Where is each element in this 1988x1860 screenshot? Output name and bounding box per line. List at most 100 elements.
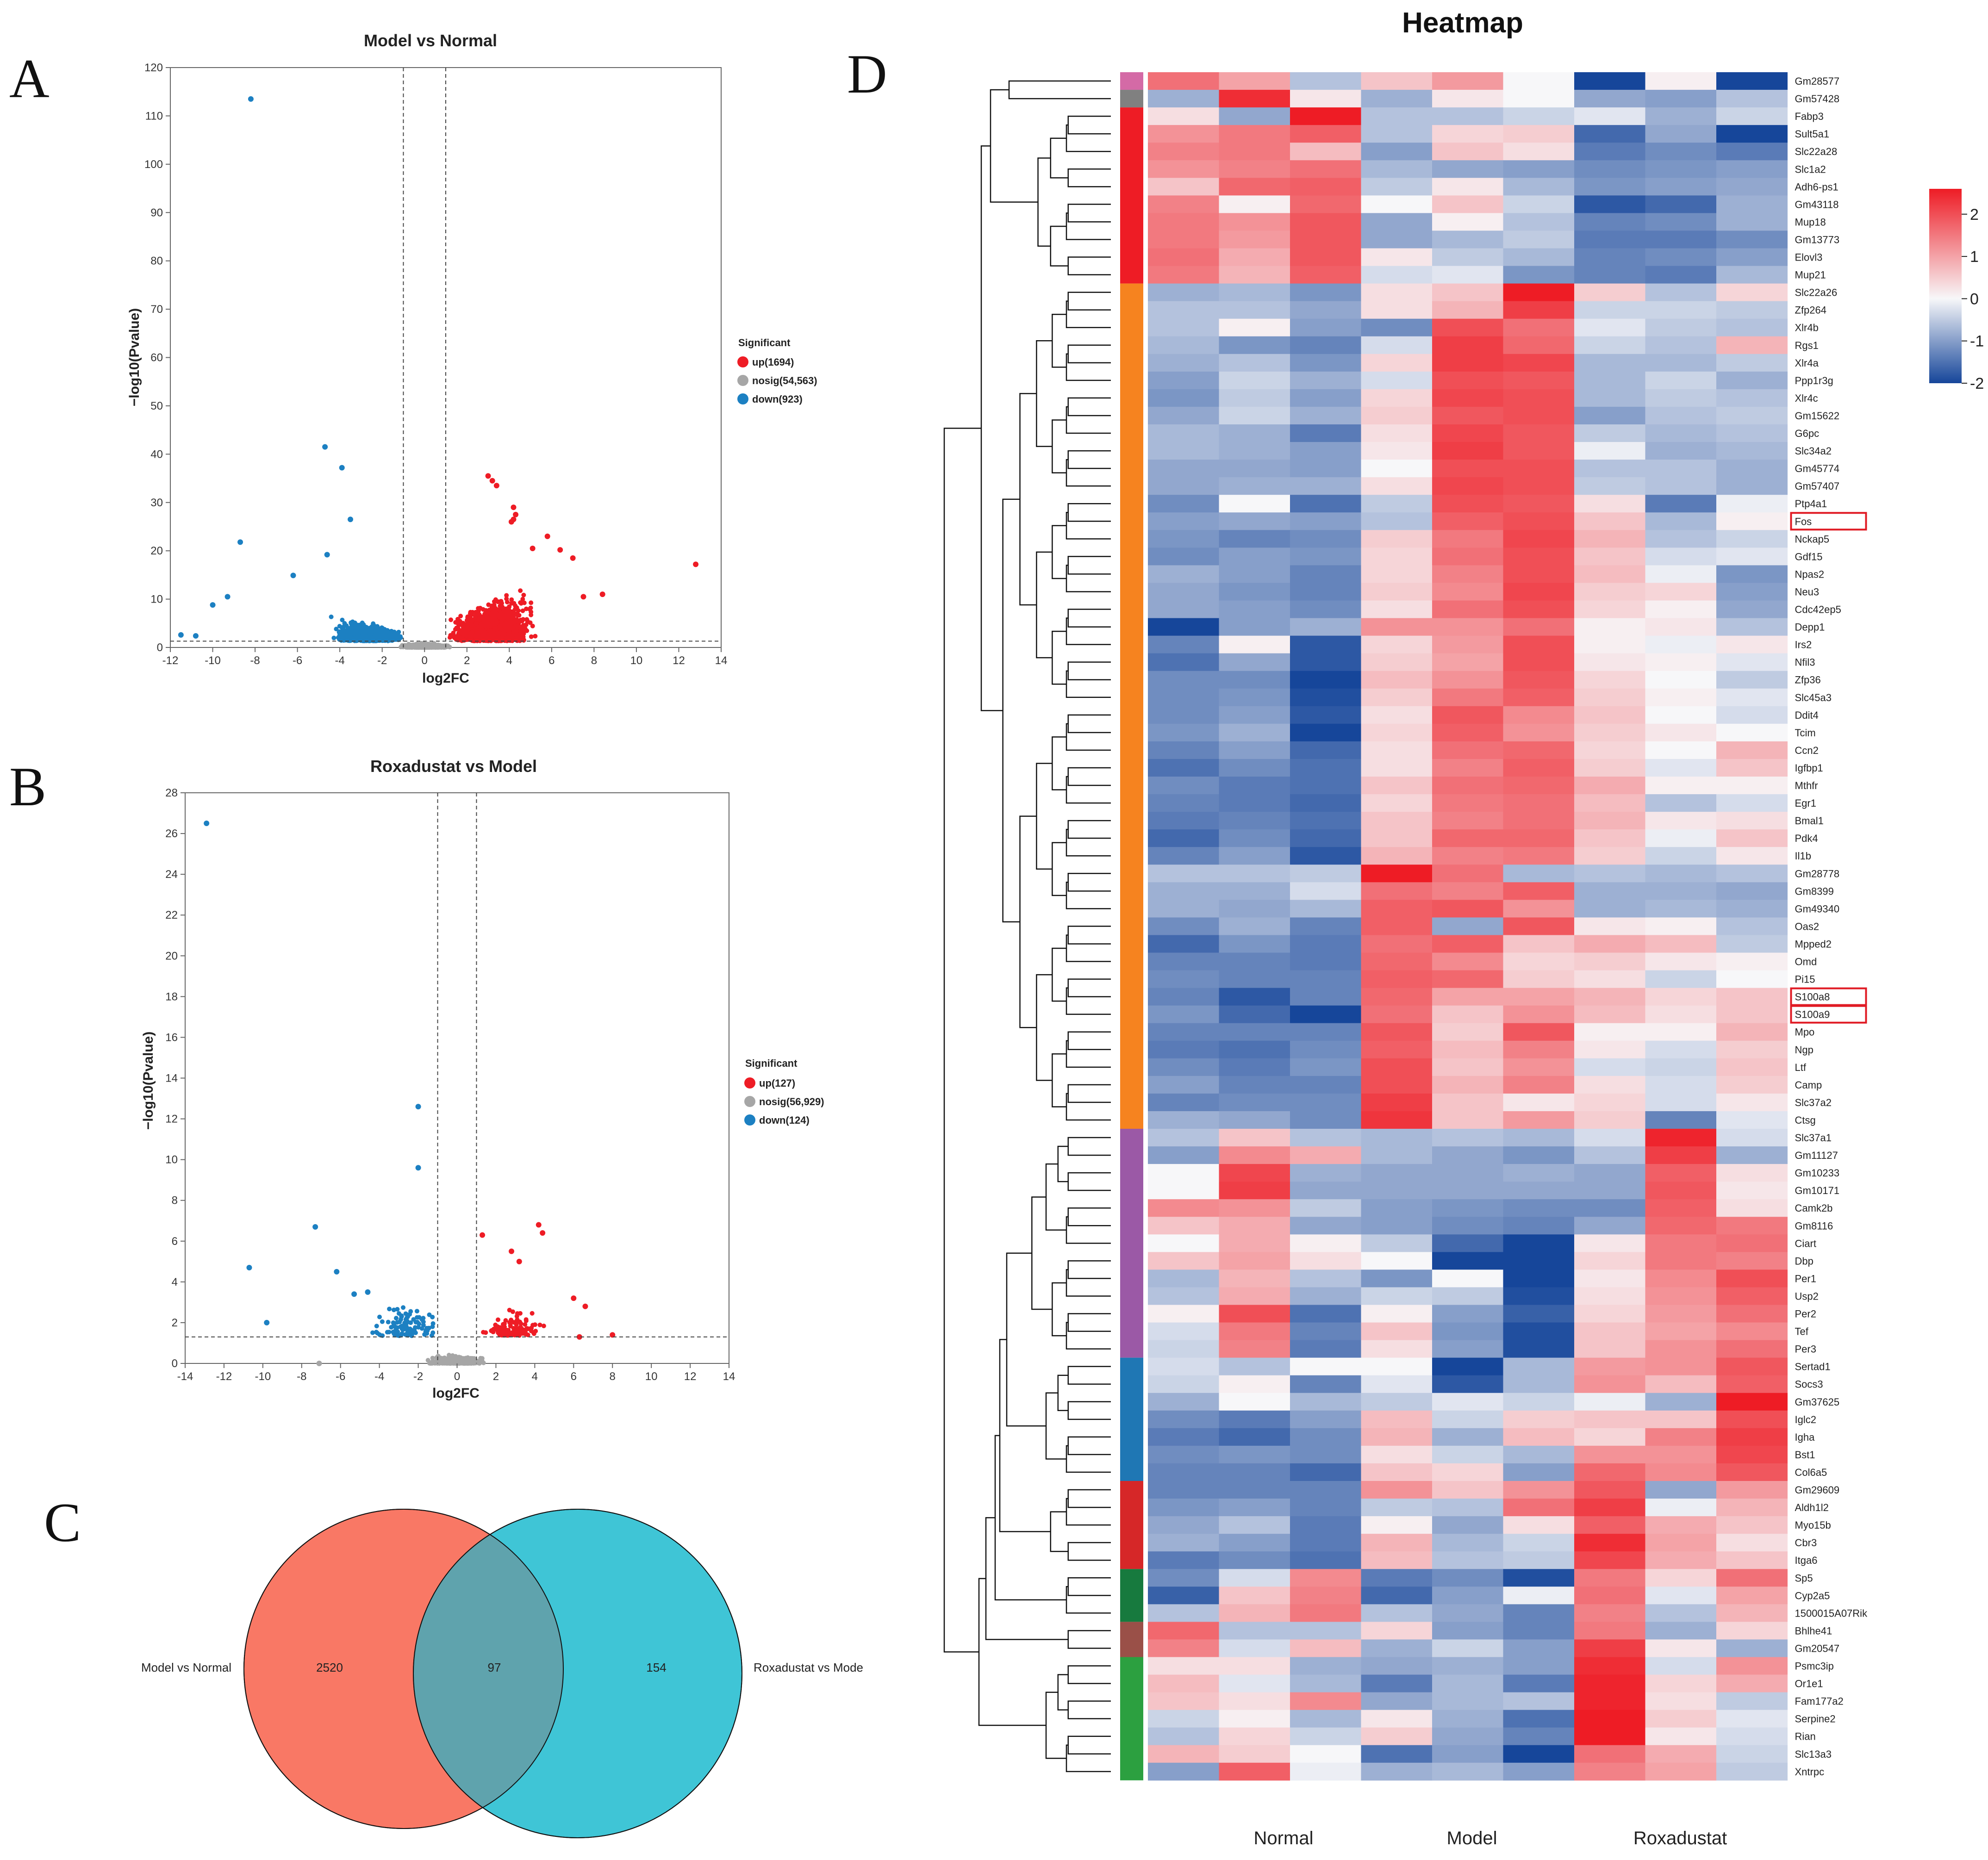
heatmap-cell <box>1432 1357 1503 1376</box>
heatmap-cell <box>1219 671 1290 689</box>
heatmap-cell <box>1574 90 1645 108</box>
x-tick-label: 2 <box>464 654 470 667</box>
data-point-up <box>571 1295 577 1301</box>
dendrogram-branch <box>1067 1665 1111 1684</box>
volcano-a-legend: Significant up(1694) nosig(54,563) down(… <box>737 337 817 405</box>
data-point-up <box>499 622 505 627</box>
heatmap-cell <box>1219 653 1290 672</box>
data-point-up <box>532 1322 537 1327</box>
data-point-down <box>403 1317 408 1322</box>
dendrogram-branch <box>1050 225 1068 267</box>
heatmap-cell <box>1716 512 1788 530</box>
heatmap-cell <box>1290 1252 1361 1270</box>
heatmap-cell <box>1645 723 1717 742</box>
dendrogram-branch <box>980 145 1003 711</box>
heatmap-cell <box>1503 865 1575 883</box>
heatmap-cell <box>1432 1146 1503 1164</box>
heatmap-cell <box>1219 970 1290 989</box>
heatmap-cell <box>1290 530 1361 548</box>
heatmap-cell <box>1716 283 1788 302</box>
heatmap-cell <box>1148 230 1219 249</box>
data-point-up <box>478 628 483 633</box>
heatmap-cell <box>1290 1005 1361 1024</box>
data-point-up <box>489 478 495 484</box>
volcano-a-legend-nosig: nosig(54,563) <box>752 375 817 386</box>
heatmap-cell <box>1503 230 1575 249</box>
x-tick-label: -12 <box>216 1370 232 1383</box>
heatmap-cell <box>1290 1182 1361 1200</box>
data-point-down <box>361 629 366 634</box>
data-point-down <box>380 1319 385 1324</box>
heatmap-cell <box>1219 1005 1290 1024</box>
data-point-up <box>493 613 498 618</box>
heatmap-cell <box>1361 935 1433 953</box>
heatmap-cell <box>1361 1252 1433 1270</box>
volcano-a-xlabel: log2FC <box>422 671 469 686</box>
heatmap-cell <box>1290 600 1361 619</box>
dendrogram-branch <box>1036 551 1053 659</box>
heatmap-cell <box>1148 600 1219 619</box>
heatmap-cell <box>1574 988 1645 1006</box>
heatmap-cell <box>1503 371 1575 390</box>
heatmap-cell <box>1432 812 1503 830</box>
heatmap-cell <box>1361 1164 1433 1182</box>
data-point-down <box>408 1320 413 1325</box>
heatmap-cell <box>1432 125 1503 143</box>
heatmap-cell <box>1148 847 1219 865</box>
data-point-nosig <box>437 643 442 648</box>
heatmap-cell <box>1503 565 1575 583</box>
heatmap-cell <box>1716 688 1788 707</box>
venn-count-right: 154 <box>646 1661 666 1674</box>
heatmap-dendrogram <box>943 80 1111 1773</box>
heatmap-cell <box>1219 1340 1290 1358</box>
heatmap-cell <box>1645 1428 1717 1446</box>
legend-swatch-up <box>737 356 748 367</box>
data-point-up <box>504 596 509 601</box>
data-point-up <box>520 597 525 602</box>
dendrogram-branch <box>1066 1586 1111 1614</box>
x-tick-label: -6 <box>336 1370 345 1383</box>
y-tick-label: 10 <box>150 593 163 606</box>
dendrogram-branch <box>1031 1196 1053 1310</box>
data-point-down <box>337 623 342 628</box>
cluster-segment <box>1120 1657 1143 1780</box>
heatmap-cell <box>1574 1005 1645 1024</box>
data-point-down <box>290 572 296 579</box>
heatmap-cell <box>1574 1182 1645 1200</box>
heatmap-cell <box>1432 354 1503 372</box>
y-tick-label: 100 <box>144 158 163 171</box>
data-point-up <box>516 608 521 613</box>
heatmap-cell <box>1148 1445 1219 1464</box>
x-tick-label: -2 <box>413 1370 423 1383</box>
y-tick-label: 16 <box>165 1031 178 1044</box>
heatmap-cell <box>1645 143 1717 161</box>
data-point-up <box>451 634 456 639</box>
data-point-down <box>388 634 393 639</box>
heatmap-cell <box>1361 671 1433 689</box>
heatmap-cell <box>1361 794 1433 812</box>
heatmap-cell <box>1716 1164 1788 1182</box>
heatmap-cell <box>1290 723 1361 742</box>
heatmap-cell <box>1290 1410 1361 1429</box>
data-point-nosig <box>316 1361 322 1366</box>
panel-label-a: A <box>9 48 50 109</box>
data-point-up <box>504 609 509 614</box>
heatmap-cell <box>1148 882 1219 900</box>
heatmap-cell <box>1574 1023 1645 1041</box>
y-tick-label: 6 <box>172 1235 178 1248</box>
data-point-up <box>508 1324 513 1329</box>
heatmap-cell <box>1219 1269 1290 1288</box>
heatmap-cell <box>1219 495 1290 513</box>
heatmap-cell <box>1432 1023 1503 1041</box>
volcano-b-points <box>185 793 729 1366</box>
data-point-up <box>514 629 519 634</box>
heatmap-cell <box>1503 1164 1575 1182</box>
dendrogram-branch <box>985 1517 1068 1640</box>
data-point-up <box>485 473 491 479</box>
data-point-down <box>395 631 400 636</box>
heatmap-cell <box>1574 635 1645 654</box>
heatmap-cell <box>1361 1393 1433 1411</box>
dendrogram-branch <box>1066 1269 1111 1297</box>
heatmap-cell <box>1716 1111 1788 1129</box>
heatmap-cell <box>1716 1199 1788 1217</box>
